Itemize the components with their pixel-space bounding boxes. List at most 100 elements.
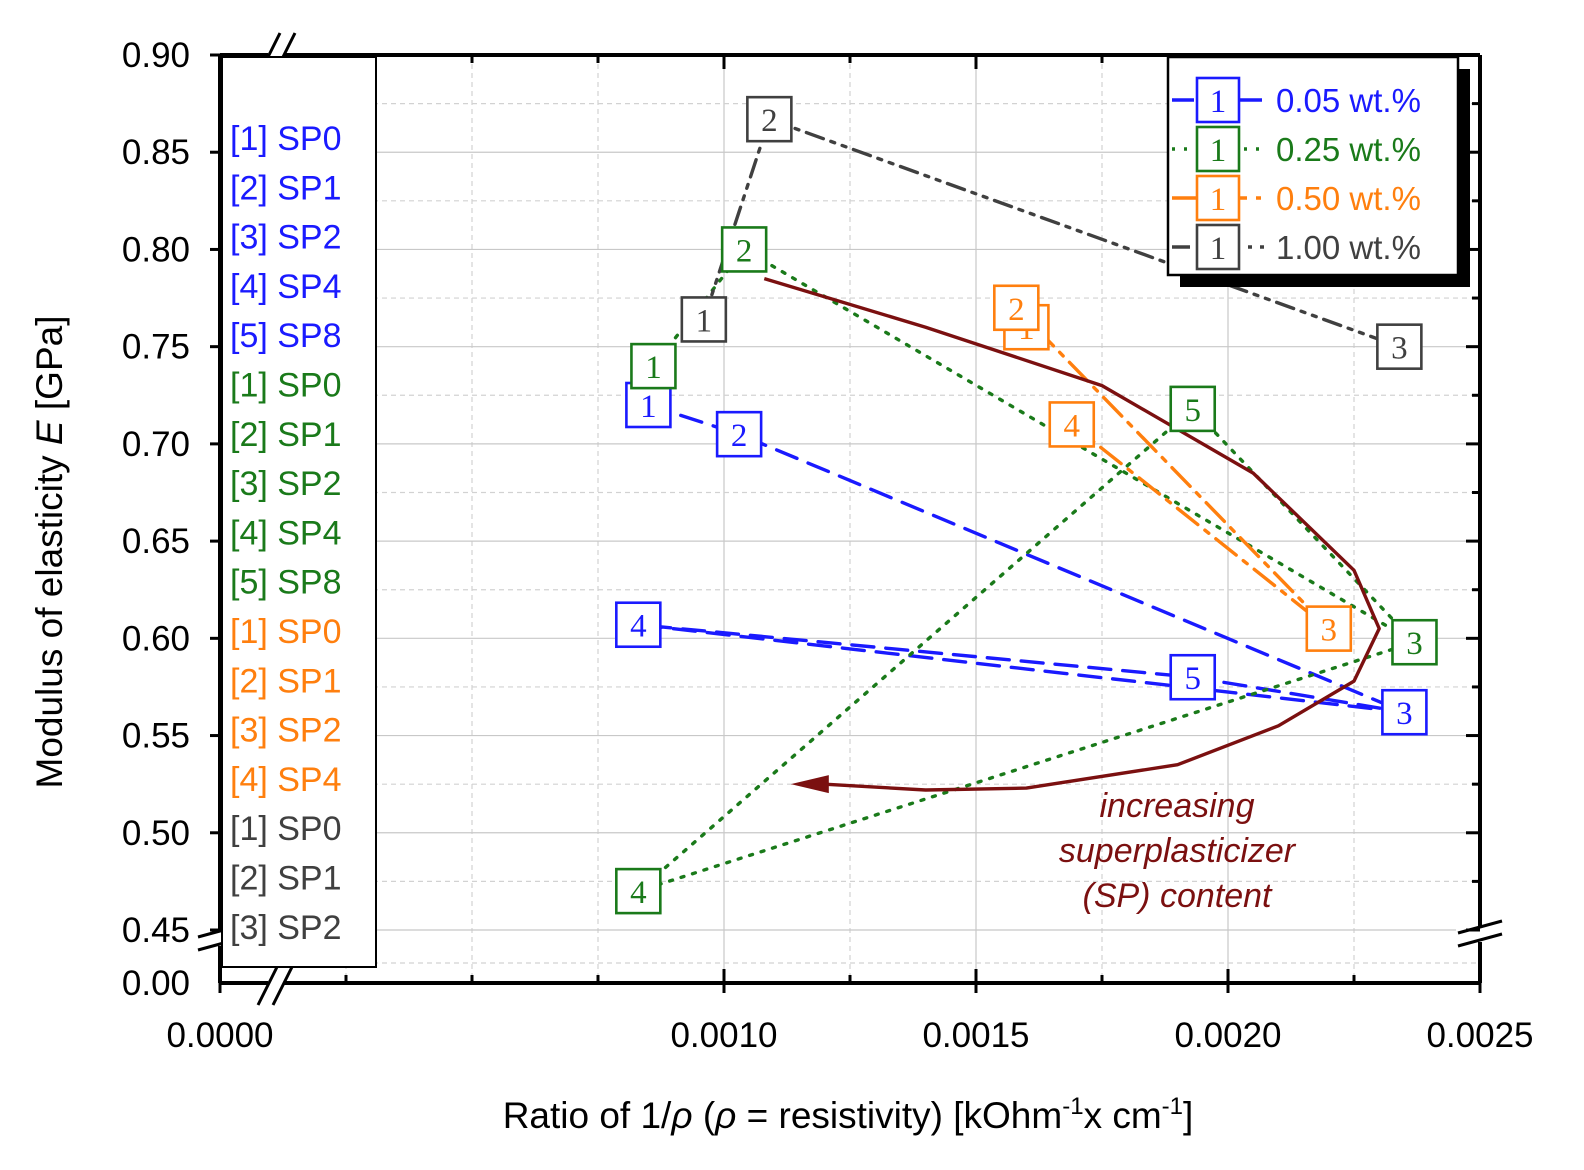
x-axis-title-sup: -1 [1162, 1093, 1183, 1120]
data-point-marker: 2 [715, 410, 763, 458]
legend-left-entry: [2] SP1 [230, 662, 342, 700]
data-point-label: 1 [640, 389, 657, 425]
y-break-mark [1457, 919, 1503, 935]
data-point-marker: 4 [1048, 401, 1096, 448]
legend-right-marker-label: 1 [1210, 231, 1227, 267]
y-tick-label: 0.50 [122, 814, 190, 853]
trend-layer: increasing superplasticizer (SP) content [763, 276, 1381, 915]
data-point-box [615, 601, 662, 649]
data-point-box [715, 410, 763, 458]
data-point-box [1381, 688, 1428, 736]
legend-right-label: 0.50 wt.% [1276, 180, 1421, 217]
x-axis-title-rho: ρ [714, 1095, 736, 1136]
data-point-label: 2 [731, 418, 748, 454]
x-axis-title-sup: -1 [1062, 1093, 1083, 1120]
legend-left-entry: [5] SP8 [230, 564, 342, 602]
data-point-box [615, 867, 662, 915]
x-axis-title-part: Ratio of 1/ [503, 1095, 672, 1136]
y-tick-label: 0.00 [122, 964, 190, 1003]
legend-left-entry: [3] SP2 [230, 909, 342, 947]
legend-right-marker-box [1195, 76, 1241, 124]
legend-left-entry: [1] SP0 [230, 810, 342, 848]
data-point-marker: 4 [615, 867, 662, 915]
legend-right-entry: 1 0.25 wt.% [1172, 125, 1421, 173]
data-point-label: 2 [1008, 292, 1025, 328]
data-point-box [1391, 618, 1438, 666]
legend-right-marker-label: 1 [1210, 133, 1227, 169]
data-point-box [720, 226, 768, 273]
data-point-label: 3 [1406, 626, 1423, 662]
legend-left-entry: [4] SP4 [230, 268, 342, 306]
data-point-label: 1 [696, 303, 713, 339]
x-break-mark [256, 960, 282, 1006]
legend-left-entry: [3] SP2 [230, 712, 342, 750]
legend-left-entry: [2] SP1 [230, 416, 342, 454]
data-point-marker: 5 [1169, 653, 1217, 701]
legend-left-entry: [2] SP1 [230, 169, 342, 207]
x-tick-label: 0.0025 [1426, 1016, 1533, 1055]
trend-curve [763, 276, 1381, 792]
y-tick-label: 0.45 [122, 911, 190, 950]
data-point-box [746, 95, 793, 143]
data-point-marker: 2 [746, 95, 793, 143]
legend-right-entry: 1 0.50 wt.% [1172, 174, 1421, 222]
data-point-label: 2 [761, 103, 778, 139]
x-break-mark [271, 960, 297, 1006]
legend-left-box [221, 56, 377, 968]
markers-layer: 12345123451234123 [615, 95, 1438, 915]
y-axis-title-text: Modulus of elasticity [29, 445, 70, 788]
legend-left-entry: [1] SP0 [230, 613, 342, 651]
legend-right-label: 0.25 wt.% [1276, 131, 1421, 168]
legend-right-label: 1.00 wt.% [1276, 229, 1421, 266]
legend-right: 1 0.05 wt.% 1 0.25 wt.% 1 0.50 wt.% 1 1.00 wt.% [1166, 55, 1470, 287]
data-point-marker: 3 [1376, 323, 1423, 370]
legend-left-entry: [5] SP8 [230, 317, 342, 355]
data-point-box [1169, 653, 1217, 701]
legend-left-entry: [1] SP0 [230, 120, 342, 158]
legend-left-entry: [4] SP4 [230, 514, 342, 552]
y-break-mark [1457, 932, 1503, 948]
x-axis-title-part: ( [693, 1095, 716, 1136]
legend-left-entry: [2] SP1 [230, 860, 342, 898]
labels: Modulus of elasticity E [GPa] Ratio of 1/… [29, 315, 1193, 1136]
x-axis-title: Ratio of 1/ρ (ρ = resistivity) [kOhm-1x … [503, 1093, 1194, 1136]
data-point-label: 5 [1184, 661, 1201, 697]
y-tick-label: 0.85 [122, 133, 190, 172]
y-tick-label: 0.55 [122, 717, 190, 756]
legend-right-marker-box [1195, 125, 1241, 173]
data-point-marker: 3 [1381, 688, 1428, 736]
x-tick-label: 0.0010 [670, 1016, 777, 1055]
y-tick-label: 0.65 [122, 522, 190, 561]
data-point-marker: 1 [625, 381, 672, 429]
legend-left: [1] SP0 [2] SP1 [3] SP2 [4] SP4 [5] SP8 [1] S… [221, 56, 377, 968]
trend-annotation: increasing [1100, 787, 1255, 825]
trend-annotation: (SP) content [1083, 877, 1274, 915]
y-tick-label: 0.75 [122, 328, 190, 367]
data-point-box [993, 284, 1040, 332]
y-axis-title: Modulus of elasticity E [GPa] [29, 315, 70, 788]
data-point-marker: 3 [1305, 605, 1353, 652]
y-tick-label: 0.90 [122, 36, 190, 75]
data-point-marker: 2 [993, 284, 1040, 332]
trend-arrowhead [790, 775, 829, 794]
data-point-label: 3 [1396, 696, 1413, 732]
y-tick-label: 0.70 [122, 425, 190, 464]
data-point-marker: 2 [720, 226, 768, 273]
data-point-label: 3 [1391, 331, 1408, 367]
x-tick-label: 0.0000 [166, 1016, 273, 1055]
y-tick-label: 0.60 [122, 619, 190, 658]
legend-left-entry: [1] SP0 [230, 367, 342, 405]
legend-right-marker-label: 1 [1210, 182, 1227, 218]
y-axis-title-unit: [GPa] [29, 315, 70, 420]
legend-left-entry: [4] SP4 [230, 761, 342, 799]
data-point-label: 4 [630, 875, 647, 911]
data-point-marker: 1 [630, 342, 677, 390]
data-point-box [1305, 605, 1353, 652]
data-point-marker: 5 [1169, 385, 1217, 433]
data-point-label: 4 [630, 609, 647, 645]
data-point-label: 4 [1064, 408, 1081, 444]
x-axis-title-part: ] [1183, 1095, 1193, 1136]
legend-left-entry: [3] SP2 [230, 219, 342, 257]
data-point-box [1048, 401, 1096, 448]
